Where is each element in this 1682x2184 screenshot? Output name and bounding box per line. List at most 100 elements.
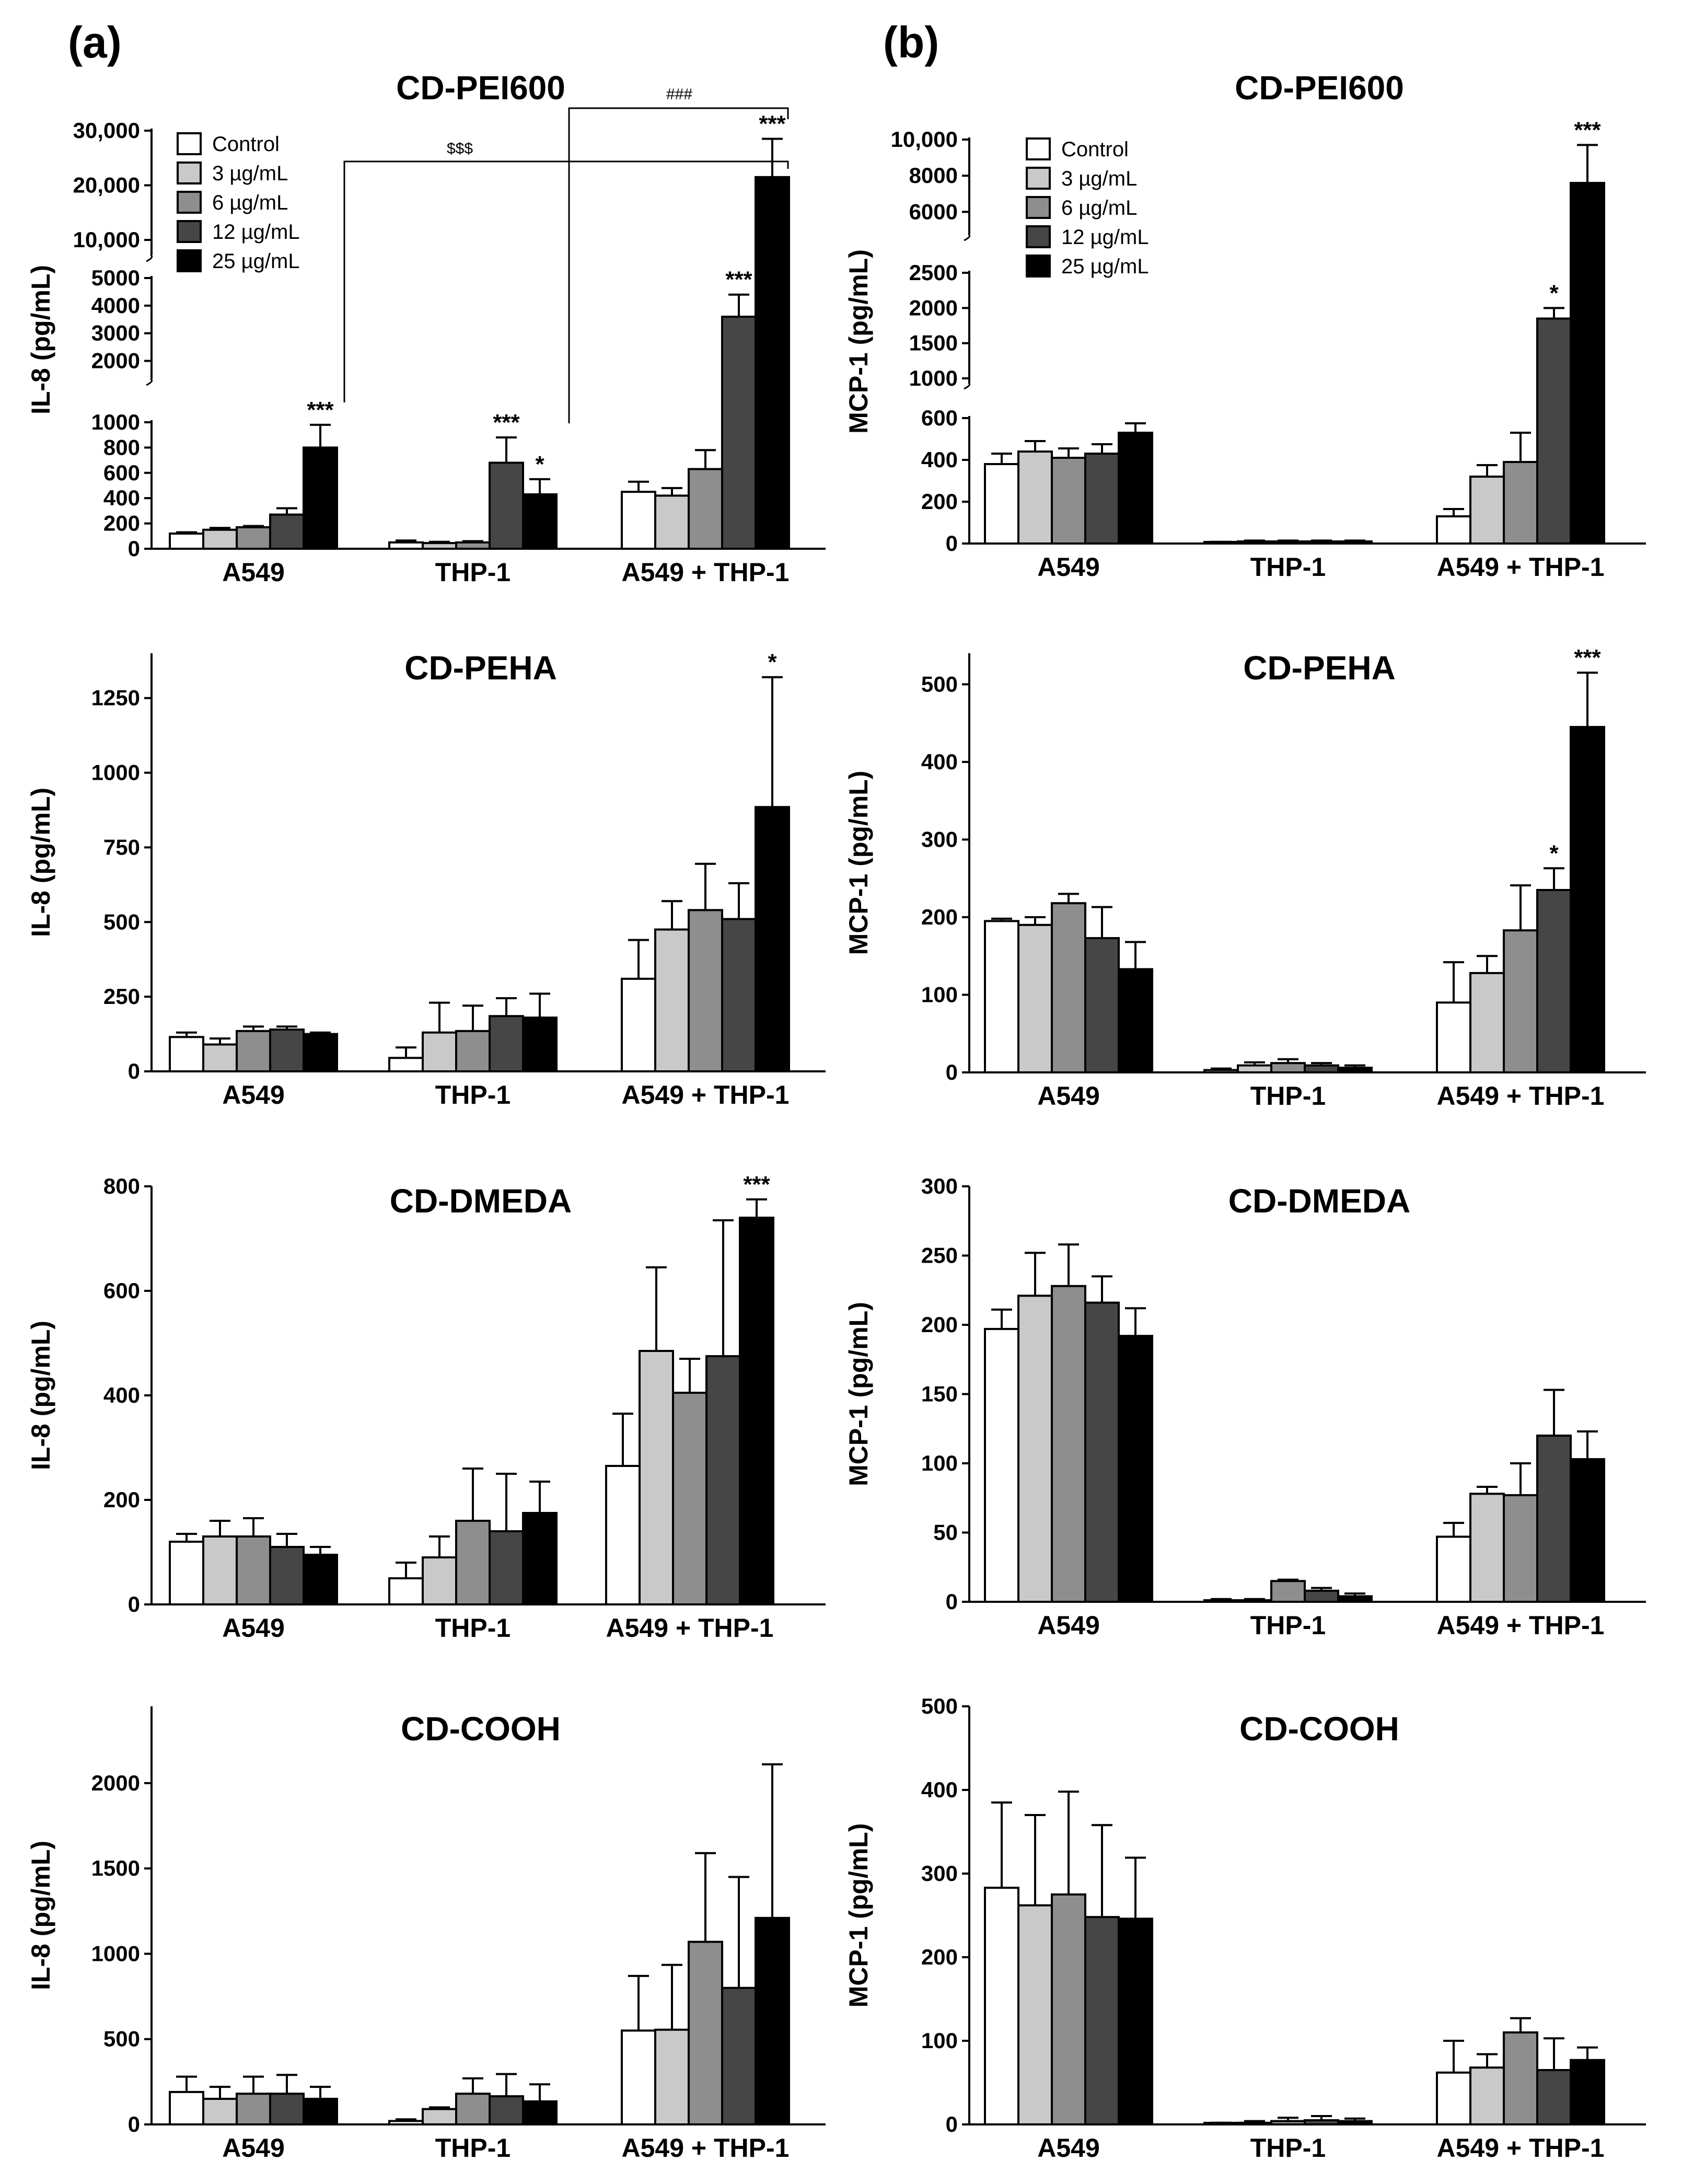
y-axis-label: MCP-1 (pg/mL) bbox=[844, 249, 873, 434]
category-label: A549 bbox=[222, 558, 285, 587]
significance-marker: *** bbox=[1574, 117, 1601, 143]
legend-item-label: 6 µg/mL bbox=[212, 191, 288, 214]
y-axis-label: IL-8 (pg/mL) bbox=[26, 265, 55, 414]
bar-control bbox=[388, 2120, 424, 2126]
bar-12-g-ml bbox=[721, 1986, 757, 2125]
significance-marker: *** bbox=[1574, 645, 1601, 671]
bar-3-g-ml bbox=[654, 2028, 690, 2125]
legend-swatch bbox=[1026, 255, 1051, 278]
significance-marker: *** bbox=[759, 111, 786, 137]
bar-3-g-ml bbox=[654, 494, 690, 550]
y-tick-label: 400 bbox=[103, 486, 140, 510]
y-tick-label: 200 bbox=[921, 489, 958, 514]
y-tick-label: 6000 bbox=[909, 199, 958, 224]
y-tick-label: 0 bbox=[946, 531, 958, 556]
bar-12-g-ml bbox=[1084, 937, 1120, 1074]
y-tick-label: 500 bbox=[103, 909, 140, 934]
category-label: A549 + THP-1 bbox=[1437, 552, 1605, 582]
y-tick-label: 10,000 bbox=[73, 227, 140, 252]
significance-marker: *** bbox=[743, 1172, 770, 1197]
bar-6-g-ml bbox=[1503, 461, 1538, 545]
bar-25-g-ml bbox=[1118, 432, 1153, 545]
bar-12-g-ml bbox=[1536, 1435, 1572, 1603]
chart-4: CD-DMEDA IL-8 (pg/mL) 0 200 400 600 800 A549 THP… bbox=[26, 1172, 826, 1643]
bar-control bbox=[1436, 515, 1471, 545]
bar-control bbox=[169, 1036, 204, 1073]
y-tick-label: 600 bbox=[921, 406, 958, 430]
bar-3-g-ml bbox=[1017, 450, 1053, 545]
category-label: THP-1 bbox=[435, 2133, 511, 2163]
legend-swatch bbox=[177, 191, 202, 214]
significance-marker: * bbox=[768, 650, 777, 675]
legend-swatch bbox=[177, 161, 202, 184]
category-label: A549 + THP-1 bbox=[606, 1613, 774, 1643]
bar-6-g-ml bbox=[455, 1520, 491, 1605]
bar-control bbox=[984, 463, 1019, 545]
legend-b: Control 3 µg/mL 6 µg/mL 12 µg/mL 25 µg/mL bbox=[1026, 137, 1149, 278]
bar-3-g-ml bbox=[1017, 1904, 1053, 2126]
bar-6-g-ml bbox=[236, 2093, 271, 2126]
bar-control bbox=[984, 920, 1019, 1074]
bar-12-g-ml bbox=[1536, 888, 1572, 1073]
y-tick-label: 5000 bbox=[91, 265, 140, 290]
y-tick-label: 0 bbox=[128, 1059, 140, 1083]
chart-title: CD-COOH bbox=[1239, 1710, 1399, 1748]
bar-3-g-ml bbox=[654, 928, 690, 1072]
y-axis-label: MCP-1 (pg/mL) bbox=[844, 771, 873, 955]
bracket-dollar bbox=[343, 160, 789, 402]
legend-item-label: 3 µg/mL bbox=[1061, 167, 1137, 190]
y-tick-label: 250 bbox=[103, 984, 140, 1009]
bar-25-g-ml bbox=[522, 2100, 558, 2126]
bar-12-g-ml bbox=[269, 1546, 305, 1605]
category-label: A549 + THP-1 bbox=[622, 558, 790, 587]
bar-3-g-ml bbox=[422, 2108, 457, 2126]
y-tick-label: 200 bbox=[103, 1487, 140, 1512]
panel-label-a: (a) bbox=[68, 18, 122, 67]
category-label: THP-1 bbox=[1250, 1081, 1326, 1111]
category-label: THP-1 bbox=[435, 558, 511, 587]
bar-3-g-ml bbox=[1469, 476, 1505, 545]
bar-6-g-ml bbox=[236, 1535, 271, 1605]
bar-12-g-ml bbox=[1304, 1589, 1339, 1603]
legend-item-label: Control bbox=[212, 133, 280, 156]
category-label: A549 + THP-1 bbox=[1437, 2133, 1605, 2163]
chart-3: CD-PEHA MCP-1 (pg/mL) 0 100 200 300 400 500 A549… bbox=[844, 645, 1646, 1111]
bar-6-g-ml bbox=[1503, 929, 1538, 1073]
y-tick-label: 1000 bbox=[909, 366, 958, 390]
chart-6: CD-COOH IL-8 (pg/mL) 0 500 1000 1500 2000 A549 T… bbox=[26, 1706, 826, 2163]
category-label: THP-1 bbox=[1250, 2133, 1326, 2163]
bar-25-g-ml bbox=[1337, 540, 1373, 545]
chart-2: CD-PEHA IL-8 (pg/mL) 0 250 500 750 1000 1250 A54… bbox=[26, 649, 826, 1110]
bar-3-g-ml bbox=[1237, 1599, 1272, 1603]
legend-item-label: Control bbox=[1061, 138, 1129, 161]
bar-12-g-ml bbox=[705, 1355, 741, 1605]
y-tick-label: 200 bbox=[921, 1312, 958, 1337]
bar-12-g-ml bbox=[1304, 2119, 1339, 2125]
y-tick-label: 30,000 bbox=[73, 118, 140, 143]
y-tick-label: 2000 bbox=[91, 1771, 140, 1795]
bar-25-g-ml bbox=[1118, 1335, 1153, 1603]
axis-break-mark bbox=[964, 233, 971, 241]
category-label: A549 bbox=[1037, 1081, 1100, 1111]
y-tick-label: 1250 bbox=[91, 686, 140, 710]
bar-control bbox=[621, 491, 656, 550]
y-axis-label: MCP-1 (pg/mL) bbox=[844, 1823, 873, 2008]
bar-3-g-ml bbox=[202, 528, 238, 550]
bar-25-g-ml bbox=[303, 1033, 338, 1072]
bar-3-g-ml bbox=[202, 1535, 238, 1605]
legend-swatch bbox=[1026, 225, 1051, 248]
y-tick-label: 2500 bbox=[909, 260, 958, 285]
bar-6-g-ml bbox=[1503, 1494, 1538, 1603]
y-tick-label: 0 bbox=[946, 2112, 958, 2136]
bar-control bbox=[388, 1057, 424, 1073]
y-tick-label: 200 bbox=[103, 511, 140, 536]
y-tick-label: 20,000 bbox=[73, 173, 140, 198]
bar-6-g-ml bbox=[1503, 2031, 1538, 2125]
bar-control bbox=[388, 541, 424, 550]
bar-6-g-ml bbox=[1270, 2120, 1306, 2126]
bar-control bbox=[1436, 1535, 1471, 1603]
axis-break-mark bbox=[964, 382, 971, 390]
significance-marker: *** bbox=[725, 267, 752, 293]
y-tick-label: 300 bbox=[921, 1861, 958, 1886]
legend-item-label: 12 µg/mL bbox=[212, 221, 300, 244]
